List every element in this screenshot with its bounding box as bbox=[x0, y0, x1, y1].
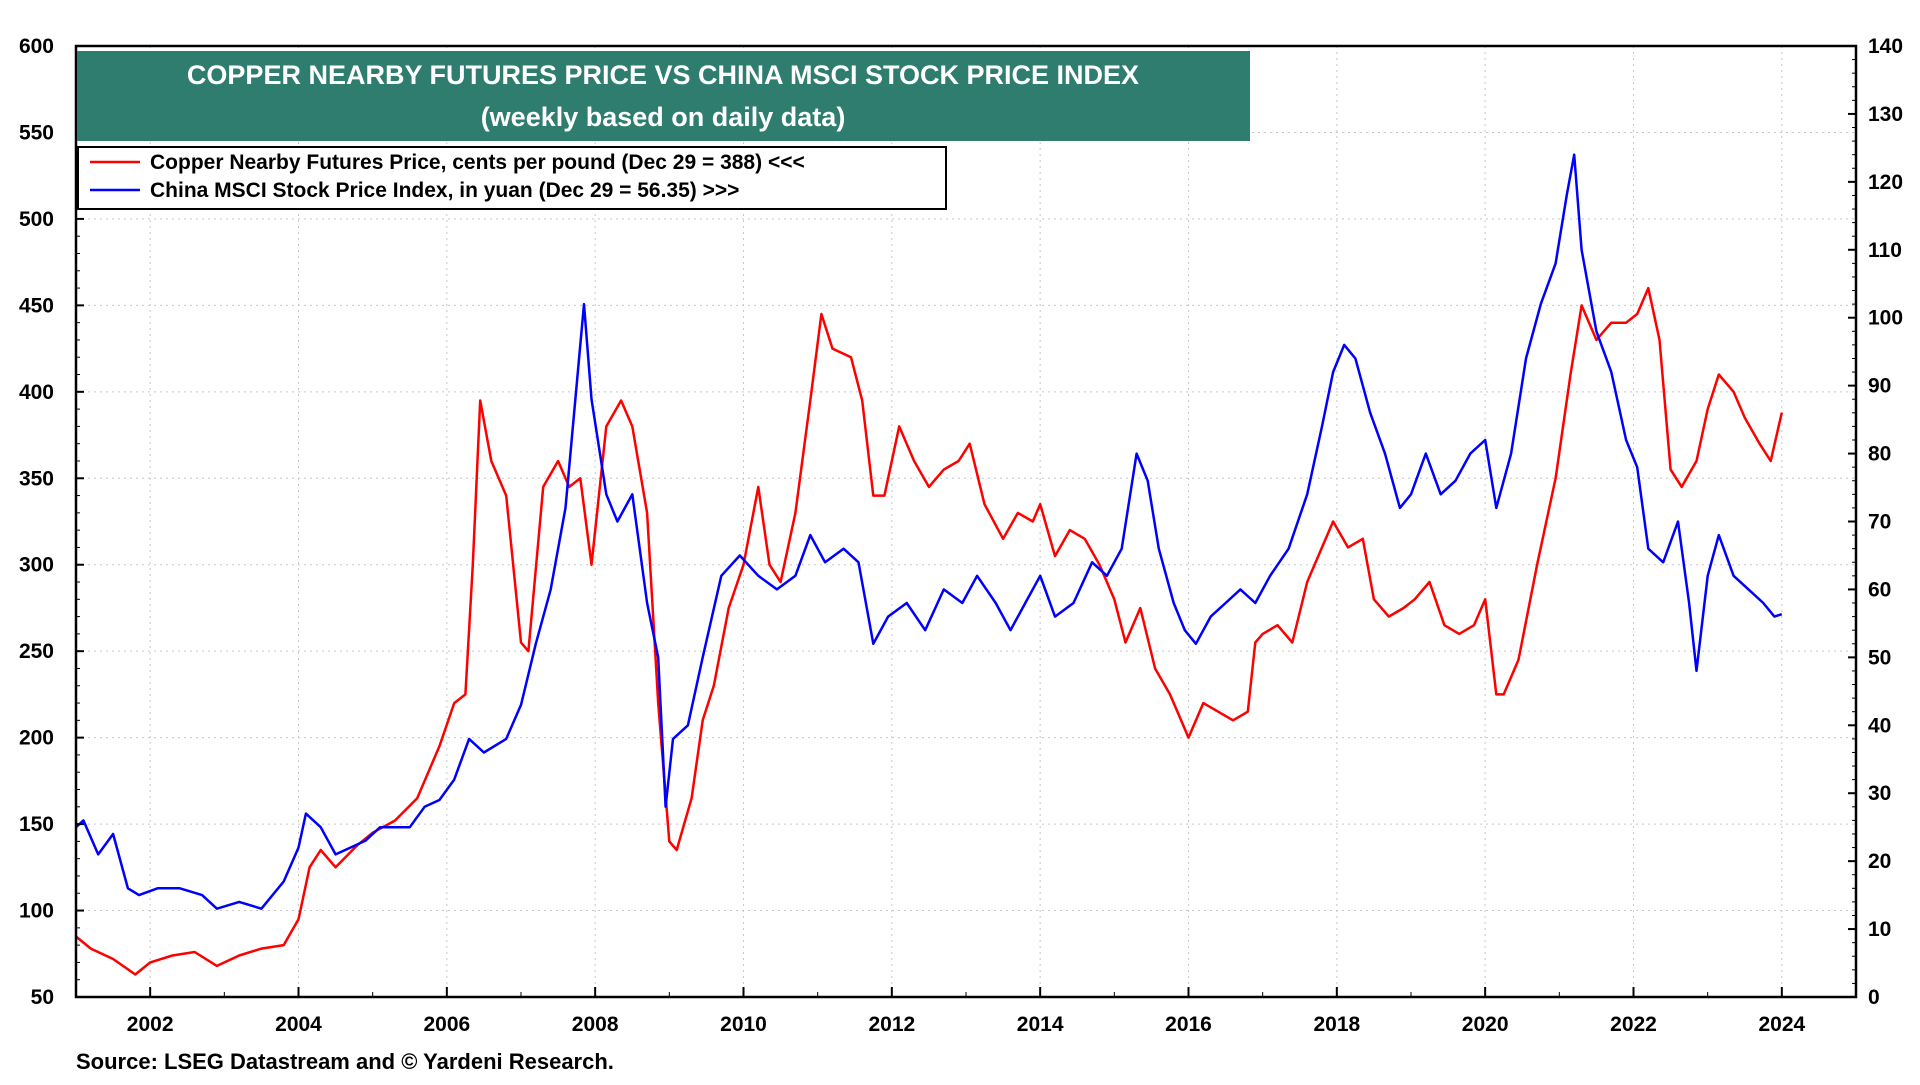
right-tick-label: 70 bbox=[1868, 511, 1891, 534]
left-tick-label: 550 bbox=[19, 121, 54, 144]
source-note: Source: LSEG Datastream and © Yardeni Re… bbox=[76, 1049, 614, 1074]
right-tick-label: 60 bbox=[1868, 578, 1891, 601]
right-tick-label: 40 bbox=[1868, 714, 1891, 737]
x-tick-label: 2010 bbox=[720, 1013, 767, 1036]
x-tick-label: 2008 bbox=[572, 1013, 619, 1036]
right-tick-label: 140 bbox=[1868, 35, 1903, 58]
grid-layer bbox=[76, 46, 1856, 997]
right-tick-label: 100 bbox=[1868, 307, 1903, 330]
title-background bbox=[77, 51, 1250, 141]
left-tick-label: 300 bbox=[19, 554, 54, 577]
left-tick-label: 450 bbox=[19, 294, 54, 317]
x-tick-label: 2016 bbox=[1165, 1013, 1212, 1036]
x-tick-label: 2024 bbox=[1758, 1013, 1805, 1036]
legend-label-china-msci: China MSCI Stock Price Index, in yuan (D… bbox=[150, 179, 739, 202]
x-tick-label: 2006 bbox=[423, 1013, 470, 1036]
right-tick-label: 80 bbox=[1868, 443, 1891, 466]
right-tick-label: 10 bbox=[1868, 918, 1891, 941]
left-tick-label: 200 bbox=[19, 727, 54, 750]
right-tick-label: 130 bbox=[1868, 103, 1903, 126]
legend-label-copper: Copper Nearby Futures Price, cents per p… bbox=[150, 151, 805, 174]
right-tick-label: 120 bbox=[1868, 171, 1903, 194]
series-line-copper bbox=[75, 286, 1784, 976]
x-tick-label: 2020 bbox=[1462, 1013, 1509, 1036]
x-tick-label: 2002 bbox=[127, 1013, 174, 1036]
title-box: COPPER NEARBY FUTURES PRICE VS CHINA MSC… bbox=[77, 51, 1250, 141]
x-tick-label: 2014 bbox=[1017, 1013, 1064, 1036]
left-tick-label: 100 bbox=[19, 900, 54, 923]
left-tick-label: 500 bbox=[19, 208, 54, 231]
x-tick-label: 2022 bbox=[1610, 1013, 1657, 1036]
right-tick-label: 0 bbox=[1868, 986, 1880, 1009]
right-tick-label: 90 bbox=[1868, 375, 1891, 398]
left-tick-label: 250 bbox=[19, 640, 54, 663]
x-tick-label: 2018 bbox=[1313, 1013, 1360, 1036]
right-tick-label: 30 bbox=[1868, 782, 1891, 805]
left-tick-label: 150 bbox=[19, 813, 54, 836]
left-tick-label: 600 bbox=[19, 35, 54, 58]
x-tick-label: 2012 bbox=[868, 1013, 915, 1036]
left-tick-label: 400 bbox=[19, 381, 54, 404]
right-tick-label: 110 bbox=[1868, 239, 1902, 262]
left-tick-label: 350 bbox=[19, 467, 54, 490]
left-tick-label: 50 bbox=[31, 986, 54, 1009]
chart-title: COPPER NEARBY FUTURES PRICE VS CHINA MSC… bbox=[187, 60, 1139, 90]
legend-frame bbox=[77, 146, 947, 210]
chart-subtitle: (weekly based on daily data) bbox=[481, 102, 846, 132]
right-tick-label: 20 bbox=[1868, 850, 1891, 873]
axis-layer: 5010015020025030035040045050055060001020… bbox=[19, 35, 1903, 1036]
series-layer bbox=[75, 153, 1784, 976]
x-tick-label: 2004 bbox=[275, 1013, 322, 1036]
series-line-china-msci bbox=[75, 153, 1783, 910]
legend: Copper Nearby Futures Price, cents per p… bbox=[77, 146, 947, 210]
right-tick-label: 50 bbox=[1868, 646, 1891, 669]
